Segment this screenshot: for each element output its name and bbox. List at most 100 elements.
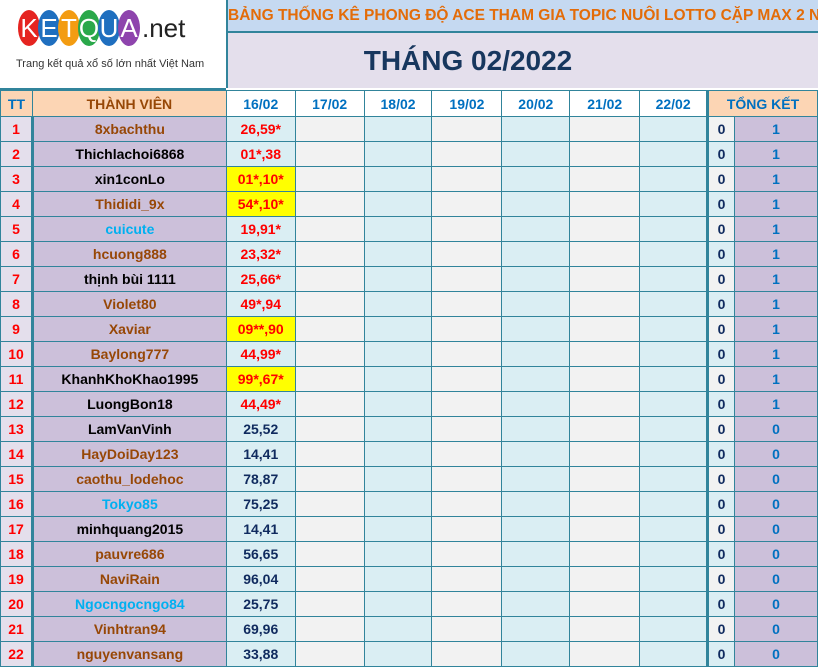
day-cell-16: 49*,94 [225, 291, 296, 317]
header-day: 17/02 [294, 90, 365, 117]
member-name: Xaviar [31, 316, 227, 342]
hit-count: 0 [706, 366, 736, 392]
ketqua-logo[interactable]: K E T Q U A .net Trang kết quả xổ số lớn nhất … [0, 0, 226, 90]
day-cell-empty [639, 516, 709, 542]
day-cell-empty [363, 441, 433, 467]
table-row: 17 minhquang2015 14,41 0 0 [0, 516, 818, 542]
row-number: 8 [0, 291, 34, 317]
day-cell-empty [501, 416, 571, 442]
row-number: 21 [0, 616, 34, 642]
logo-letter: K [18, 10, 40, 46]
member-name: cuicute [31, 216, 227, 242]
day-cell-empty [501, 641, 571, 667]
total-count: 0 [734, 416, 818, 442]
logo-suffix: .net [142, 12, 186, 43]
day-cell-empty [501, 441, 571, 467]
day-cell-empty [639, 416, 709, 442]
day-cell-empty [431, 641, 503, 667]
day-cell-empty [639, 491, 709, 517]
day-cell-empty [294, 141, 365, 167]
day-cell-16: 25,66* [225, 266, 296, 292]
day-cell-empty [639, 291, 709, 317]
day-cell-empty [294, 541, 365, 567]
day-cell-empty [569, 316, 641, 342]
member-name: pauvre686 [31, 541, 227, 567]
day-cell-empty [639, 316, 709, 342]
day-cell-empty [363, 366, 433, 392]
day-cell-empty [363, 316, 433, 342]
total-count: 1 [734, 316, 818, 342]
hit-count: 0 [706, 391, 736, 417]
day-cell-empty [639, 116, 709, 142]
day-cell-empty [639, 566, 709, 592]
header-total: TỔNG KẾT [706, 90, 818, 117]
hit-count: 0 [706, 641, 736, 667]
table-row: 22 nguyenvansang 33,88 0 0 [0, 641, 818, 667]
day-cell-empty [569, 541, 641, 567]
member-name: Baylong777 [31, 341, 227, 367]
member-name: Ngocngocngo84 [31, 591, 227, 617]
day-cell-empty [431, 391, 503, 417]
day-cell-16: 96,04 [225, 566, 296, 592]
day-cell-empty [639, 266, 709, 292]
member-name: LuongBon18 [31, 391, 227, 417]
header-tt: TT [0, 90, 33, 117]
day-cell-empty [501, 241, 571, 267]
day-cell-empty [363, 541, 433, 567]
day-cell-empty [294, 241, 365, 267]
header-row: TT THÀNH VIÊN 16/02 17/02 18/02 19/02 20/02 2… [0, 90, 818, 117]
table-row: 11 KhanhKhoKhao1995 99*,67* 0 1 [0, 366, 818, 392]
day-cell-16: 25,75 [225, 591, 296, 617]
hit-count: 0 [706, 141, 736, 167]
day-cell-empty [569, 366, 641, 392]
hit-count: 0 [706, 516, 736, 542]
day-cell-empty [501, 316, 571, 342]
day-cell-empty [363, 566, 433, 592]
day-cell-empty [569, 416, 641, 442]
member-name: 8xbachthu [31, 116, 227, 142]
day-cell-16: 09**,90 [225, 316, 296, 342]
day-cell-empty [294, 266, 365, 292]
day-cell-empty [501, 291, 571, 317]
row-number: 5 [0, 216, 34, 242]
table-row: 7 thịnh bùi 1111 25,66* 0 1 [0, 266, 818, 292]
day-cell-empty [501, 466, 571, 492]
total-count: 1 [734, 191, 818, 217]
day-cell-empty [569, 166, 641, 192]
day-cell-empty [294, 466, 365, 492]
member-name: KhanhKhoKhao1995 [31, 366, 227, 392]
day-cell-empty [294, 191, 365, 217]
total-count: 0 [734, 441, 818, 467]
row-number: 16 [0, 491, 34, 517]
hit-count: 0 [706, 291, 736, 317]
header-member: THÀNH VIÊN [31, 90, 227, 117]
day-cell-empty [569, 241, 641, 267]
banner-title: BẢNG THỐNG KÊ PHONG ĐỘ ACE THAM GIA TOPI… [226, 0, 818, 33]
day-cell-empty [569, 441, 641, 467]
day-cell-empty [363, 141, 433, 167]
day-cell-empty [431, 516, 503, 542]
row-number: 11 [0, 366, 34, 392]
table-row: 18 pauvre686 56,65 0 0 [0, 541, 818, 567]
day-cell-empty [569, 641, 641, 667]
day-cell-empty [294, 441, 365, 467]
day-cell-empty [639, 391, 709, 417]
table-row: 12 LuongBon18 44,49* 0 1 [0, 391, 818, 417]
table-row: 1 8xbachthu 26,59* 0 1 [0, 116, 818, 142]
day-cell-empty [569, 491, 641, 517]
hit-count: 0 [706, 191, 736, 217]
hit-count: 0 [706, 241, 736, 267]
day-cell-empty [431, 566, 503, 592]
day-cell-empty [501, 591, 571, 617]
hit-count: 0 [706, 116, 736, 142]
day-cell-empty [294, 341, 365, 367]
hit-count: 0 [706, 166, 736, 192]
day-cell-empty [501, 566, 571, 592]
row-number: 9 [0, 316, 34, 342]
day-cell-empty [639, 216, 709, 242]
hit-count: 0 [706, 616, 736, 642]
day-cell-empty [639, 591, 709, 617]
day-cell-empty [363, 466, 433, 492]
table-row: 15 caothu_lodehoc 78,87 0 0 [0, 466, 818, 492]
member-name: minhquang2015 [31, 516, 227, 542]
